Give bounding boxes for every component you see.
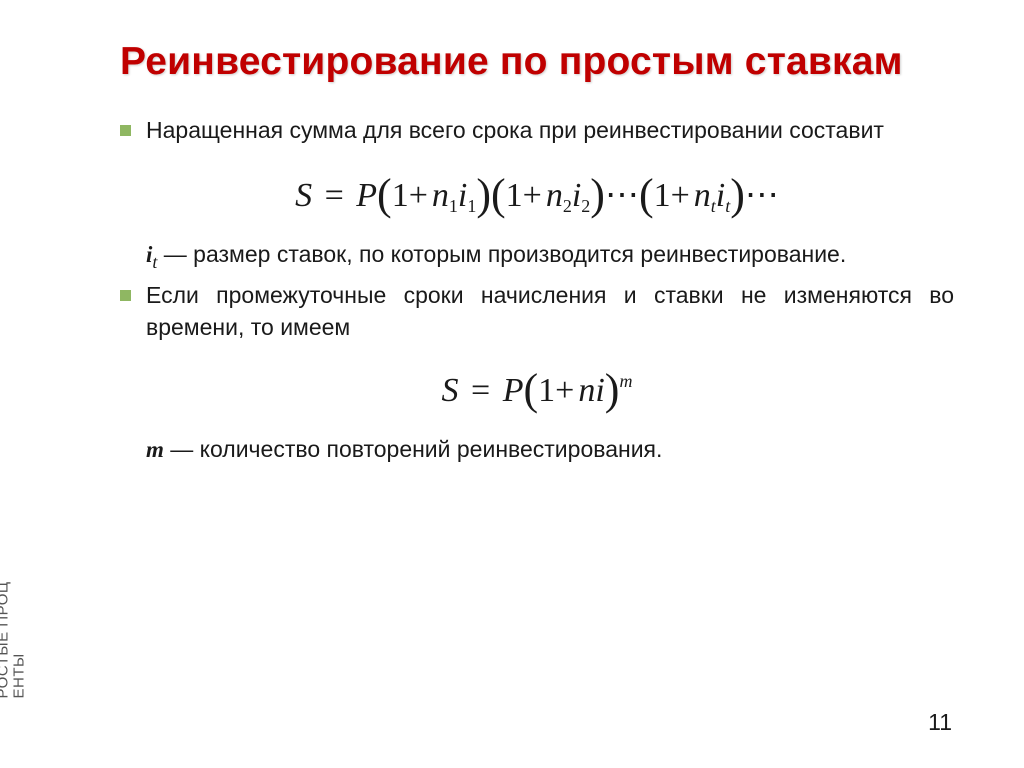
- bullet-item-1: Наращенная сумма для всего срока при реи…: [120, 115, 954, 146]
- slide-title: Реинвестирование по простым ставкам: [120, 38, 954, 87]
- bullet-2-text: Если промежуточные сроки начисления и ст…: [146, 282, 954, 339]
- note-2: m — количество повторений реинвестирован…: [120, 434, 954, 465]
- formula-1: S = P(1+n1i1)(1+n2i2)⋯(1+ntit)⋯: [120, 162, 954, 221]
- page-number: 11: [928, 709, 952, 736]
- bullet-1-text: Наращенная сумма для всего срока при реи…: [146, 117, 884, 143]
- side-label: Лекция 1. П РОСТЫЕ ПРОЦ ЕНТЫ: [0, 581, 28, 698]
- bullet-item-2: Если промежуточные сроки начисления и ст…: [120, 280, 954, 342]
- note-1: it — размер ставок, по которым производи…: [120, 239, 954, 274]
- slide-body: Наращенная сумма для всего срока при реи…: [120, 115, 954, 465]
- formula-2: S = P(1+ni)m: [120, 357, 954, 416]
- slide: Реинвестирование по простым ставкам Нара…: [0, 0, 1024, 768]
